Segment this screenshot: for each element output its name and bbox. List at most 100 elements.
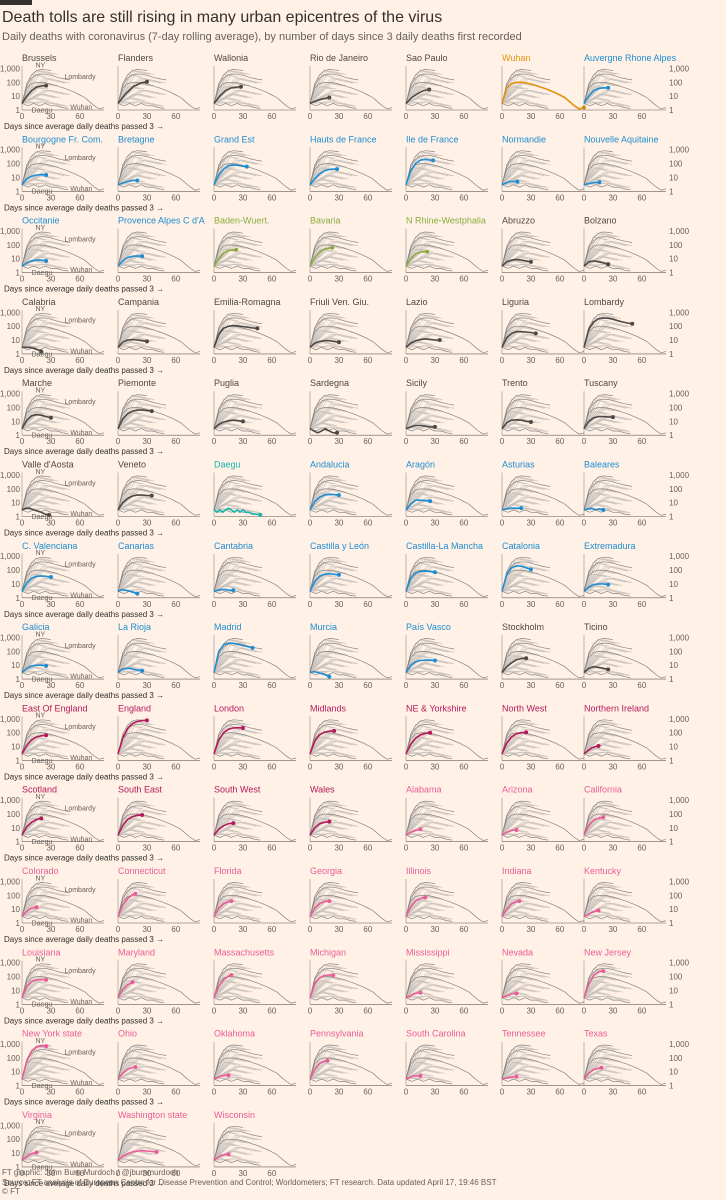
context-line (213, 395, 247, 429)
context-line (213, 164, 234, 185)
latest-point (327, 95, 332, 100)
context-line (405, 345, 447, 351)
context-line (21, 151, 55, 185)
y-tick-label: 1,000 (0, 471, 21, 480)
context-line (213, 252, 257, 267)
reference-line (213, 1078, 261, 1085)
context-line (583, 151, 617, 185)
reference-line (583, 231, 613, 267)
x-tick-label: 30 (238, 356, 247, 365)
x-tick-label: 60 (75, 600, 84, 609)
reference-line (117, 73, 167, 104)
reference-line (21, 732, 105, 760)
reference-line (583, 963, 613, 998)
context-line (21, 426, 63, 432)
x-tick-label: 0 (116, 1006, 121, 1015)
panel-title: Ohio (118, 1029, 137, 1039)
context-line (405, 670, 447, 676)
context-line (583, 891, 633, 917)
panel-provence-alpes-c-d-a: Provence Alpes C d'A0 30 60 (116, 216, 205, 284)
x-tick-label: 0 (212, 600, 217, 609)
reference-line (213, 590, 261, 597)
reference-line (501, 475, 531, 510)
highlight-line (117, 588, 138, 595)
context-line (213, 902, 261, 917)
x-tick-label: 30 (46, 437, 55, 446)
x-tick-label: 30 (238, 193, 247, 202)
reference-line (501, 244, 585, 272)
context-line (583, 972, 633, 998)
reference-line (583, 886, 633, 917)
context-line (309, 565, 353, 592)
context-line (405, 70, 437, 104)
context-line (405, 264, 447, 270)
label-daegu: Daegu (32, 839, 53, 846)
latest-point (432, 658, 437, 663)
context-line (213, 1134, 257, 1161)
context-line (117, 565, 167, 592)
context-line (501, 964, 533, 998)
reference-line (405, 805, 455, 836)
reference-line (309, 184, 357, 191)
context-line (583, 233, 617, 267)
y-tick-label: 1,000 (669, 390, 690, 399)
panel-title: Arizona (502, 785, 533, 795)
reference-line (213, 236, 263, 267)
x-tick-label: 30 (142, 681, 151, 690)
context-line (501, 565, 551, 592)
label-lombardy: Lombardy (64, 805, 96, 812)
x-tick-label: 0 (404, 681, 409, 690)
reference-line (309, 428, 357, 434)
reference-line (21, 394, 51, 429)
x-tick-label: 60 (267, 519, 276, 528)
context-line (501, 809, 545, 836)
reference-line (21, 1130, 71, 1161)
reference-line (309, 312, 339, 348)
context-line (501, 426, 520, 430)
x-tick-label: 0 (116, 762, 121, 771)
x-tick-label: 0 (582, 437, 587, 446)
x-tick-label: 0 (404, 437, 409, 446)
reference-line (405, 813, 489, 841)
context-line (583, 477, 617, 511)
context-line (501, 751, 543, 757)
latest-point (515, 179, 520, 184)
context-line (117, 333, 165, 348)
panel-title: New York state (22, 1029, 82, 1039)
reference-line (117, 916, 165, 922)
x-tick-label: 30 (430, 762, 439, 771)
reference-line (213, 997, 261, 1004)
x-tick-label: 0 (212, 925, 217, 934)
panel-title: London (214, 703, 244, 713)
reference-line (117, 882, 147, 917)
reference-line (213, 398, 263, 429)
context-line (21, 240, 71, 267)
context-line (21, 395, 53, 429)
reference-line (21, 813, 105, 841)
context-line (405, 802, 439, 836)
context-line (213, 558, 247, 592)
context-line (117, 639, 151, 673)
context-line (501, 240, 545, 267)
reference-line (405, 719, 435, 754)
context-line (117, 1146, 161, 1161)
x-tick-label: 30 (334, 1088, 343, 1097)
panel-title: Nevada (502, 947, 533, 957)
context-line (21, 263, 40, 267)
reference-line (583, 394, 613, 429)
highlight-line (117, 338, 148, 348)
y-tick-label: 1 (16, 675, 21, 684)
x-tick-label: 30 (608, 762, 617, 771)
context-line (213, 484, 263, 511)
context-line (309, 802, 341, 836)
context-line (501, 233, 535, 267)
panel-title: Castilla y León (310, 541, 369, 551)
x-tick-label: 60 (171, 844, 180, 853)
reference-line (405, 569, 489, 598)
x-tick-label: 0 (500, 112, 505, 121)
